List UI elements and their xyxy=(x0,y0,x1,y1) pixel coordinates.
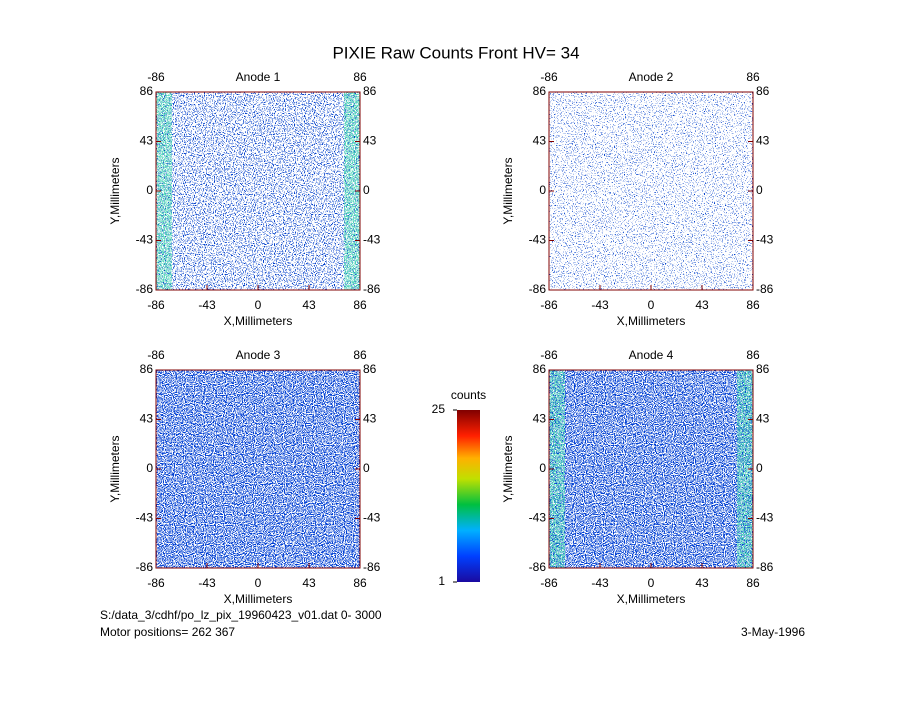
x2-tick-label: -86 xyxy=(147,70,165,84)
y-tick-label: -86 xyxy=(136,560,154,574)
y2-tick-label: -43 xyxy=(363,233,381,247)
y-tick-label: 0 xyxy=(539,461,546,475)
y-axis-label: Y,Millimeters xyxy=(501,435,515,502)
heatmap-texture xyxy=(156,370,360,568)
x-tick-label: -86 xyxy=(540,576,558,590)
x-axis-label: X,Millimeters xyxy=(224,314,293,328)
y2-tick-label: 86 xyxy=(756,362,770,376)
y-tick-label: 86 xyxy=(533,362,547,376)
file-name: S:/data_3/cdhf/po_lz_pix_19960423_v01.da… xyxy=(100,608,382,622)
x-tick-label: -43 xyxy=(591,298,609,312)
y-axis-label: Y,Millimeters xyxy=(501,157,515,224)
heatmap-texture xyxy=(549,92,753,290)
x-tick-label: -43 xyxy=(198,576,216,590)
panel-title: Anode 1 xyxy=(236,70,281,84)
y2-tick-label: 43 xyxy=(756,134,770,148)
y-tick-label: 43 xyxy=(140,134,154,148)
y-tick-label: 86 xyxy=(140,84,154,98)
x-axis-label: X,Millimeters xyxy=(224,592,293,606)
colorbar-label: counts xyxy=(451,388,486,402)
y-tick-label: 43 xyxy=(533,412,547,426)
x-axis-label: X,Millimeters xyxy=(617,592,686,606)
y-tick-label: -43 xyxy=(529,511,547,525)
x-tick-label: 86 xyxy=(746,298,760,312)
x2-tick-label: -86 xyxy=(540,70,558,84)
x2-tick-label: -86 xyxy=(540,348,558,362)
panel-title: Anode 4 xyxy=(629,348,674,362)
x-tick-label: 43 xyxy=(302,298,316,312)
x-tick-label: 0 xyxy=(648,298,655,312)
heatmap-texture xyxy=(549,370,753,568)
x-tick-label: -43 xyxy=(591,576,609,590)
y2-tick-label: 43 xyxy=(363,134,377,148)
x-axis-label: X,Millimeters xyxy=(617,314,686,328)
heatmap-texture xyxy=(156,92,360,290)
y2-tick-label: 86 xyxy=(756,84,770,98)
x-tick-label: 43 xyxy=(302,576,316,590)
y2-tick-label: 0 xyxy=(363,461,370,475)
x2-tick-label: 86 xyxy=(746,348,760,362)
y2-tick-label: -43 xyxy=(363,511,381,525)
y-axis-label: Y,Millimeters xyxy=(108,157,122,224)
y2-tick-label: 0 xyxy=(756,461,763,475)
x-tick-label: 86 xyxy=(746,576,760,590)
y2-tick-label: -43 xyxy=(756,511,774,525)
y-tick-label: 0 xyxy=(146,183,153,197)
figure-title: PIXIE Raw Counts Front HV= 34 xyxy=(332,43,579,62)
x-tick-label: -86 xyxy=(540,298,558,312)
y-tick-label: -43 xyxy=(136,233,154,247)
x-tick-label: 43 xyxy=(695,576,709,590)
y2-tick-label: -86 xyxy=(363,282,381,296)
y-tick-label: 43 xyxy=(533,134,547,148)
y2-tick-label: -43 xyxy=(756,233,774,247)
colorbar xyxy=(457,410,480,582)
x-tick-label: -43 xyxy=(198,298,216,312)
y-tick-label: -43 xyxy=(529,233,547,247)
panel-title: Anode 2 xyxy=(629,70,674,84)
colorbar-tick-label: 25 xyxy=(432,402,446,416)
y-tick-label: -86 xyxy=(529,560,547,574)
y-axis-label: Y,Millimeters xyxy=(108,435,122,502)
y2-tick-label: -86 xyxy=(756,560,774,574)
x-tick-label: 86 xyxy=(353,298,367,312)
y2-tick-label: 43 xyxy=(756,412,770,426)
y-tick-label: -86 xyxy=(136,282,154,296)
y2-tick-label: -86 xyxy=(756,282,774,296)
x2-tick-label: 86 xyxy=(746,70,760,84)
x-tick-label: 0 xyxy=(648,576,655,590)
y2-tick-label: 0 xyxy=(756,183,763,197)
y-tick-label: 86 xyxy=(533,84,547,98)
colorbar-tick-label: 1 xyxy=(438,574,445,588)
x-tick-label: 0 xyxy=(255,576,262,590)
x2-tick-label: 86 xyxy=(353,348,367,362)
x2-tick-label: 86 xyxy=(353,70,367,84)
y2-tick-label: 86 xyxy=(363,84,377,98)
x-tick-label: 86 xyxy=(353,576,367,590)
panel-title: Anode 3 xyxy=(236,348,281,362)
date: 3-May-1996 xyxy=(741,625,805,639)
y2-tick-label: 0 xyxy=(363,183,370,197)
motor-positions: Motor positions= 262 367 xyxy=(100,625,235,639)
y-tick-label: 0 xyxy=(146,461,153,475)
y2-tick-label: 86 xyxy=(363,362,377,376)
x-tick-label: 43 xyxy=(695,298,709,312)
y-tick-label: 0 xyxy=(539,183,546,197)
x2-tick-label: -86 xyxy=(147,348,165,362)
y-tick-label: 43 xyxy=(140,412,154,426)
x-tick-label: 0 xyxy=(255,298,262,312)
x-tick-label: -86 xyxy=(147,298,165,312)
y-tick-label: -86 xyxy=(529,282,547,296)
x-tick-label: -86 xyxy=(147,576,165,590)
y2-tick-label: -86 xyxy=(363,560,381,574)
y-tick-label: -43 xyxy=(136,511,154,525)
y-tick-label: 86 xyxy=(140,362,154,376)
y2-tick-label: 43 xyxy=(363,412,377,426)
